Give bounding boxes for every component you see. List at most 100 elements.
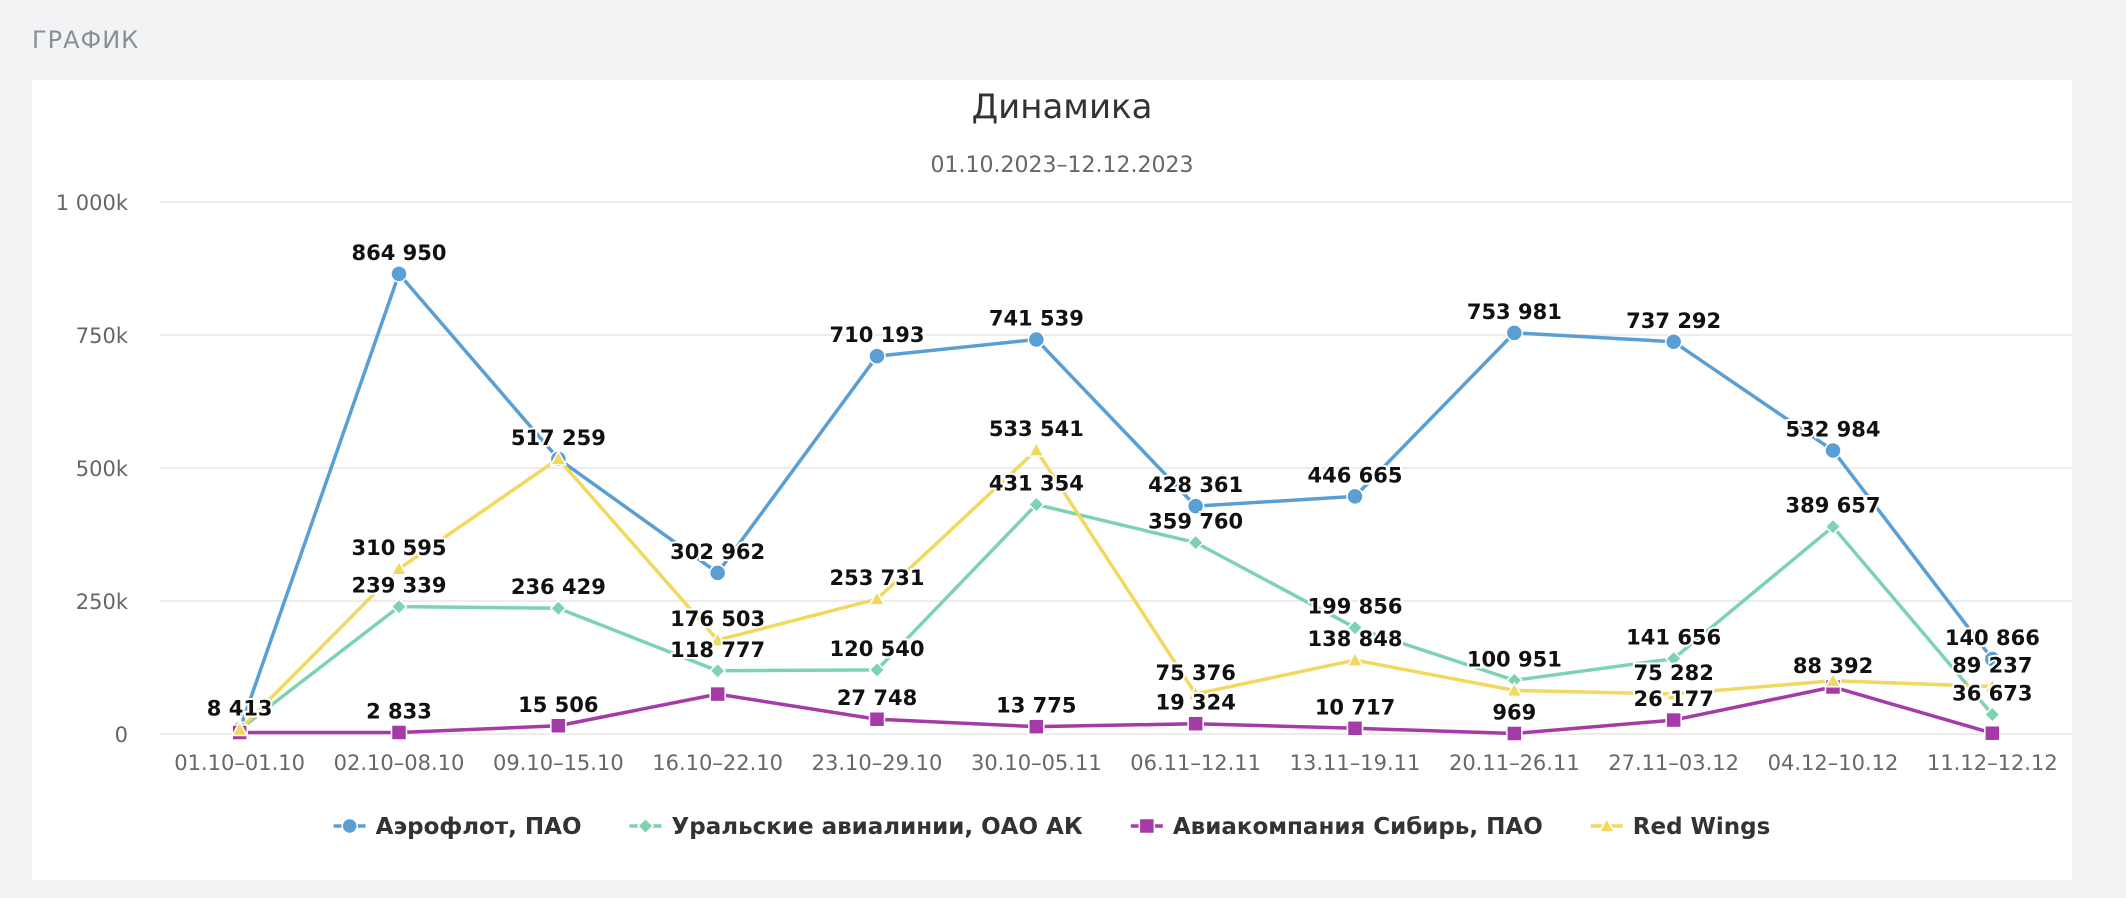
data-point (709, 685, 726, 703)
data-label: 446 665 (1308, 463, 1403, 487)
data-label: 199 856 (1308, 595, 1403, 619)
data-label: 36 673 (1952, 681, 2032, 705)
data-point (1027, 330, 1046, 349)
data-label: 8 413 (207, 697, 273, 721)
x-tick-label: 04.12–10.12 (1768, 751, 1899, 775)
x-tick-label: 27.11–03.12 (1608, 751, 1739, 775)
data-point (1824, 671, 1842, 688)
x-tick-label: 01.10–01.10 (174, 751, 305, 775)
y-tick-label: 750k (76, 324, 129, 348)
legend-item[interactable]: Уральские авиалинии, ОАО АК (629, 814, 1083, 840)
data-label: 302 962 (670, 540, 765, 564)
data-label: 27 748 (837, 686, 917, 710)
chart-card: Динамика 01.10.2023–12.12.2023 0 250k 500k… (32, 80, 2072, 880)
data-point (1505, 681, 1524, 698)
chart-subtitle: 01.10.2023–12.12.2023 (931, 153, 1194, 178)
data-label: 864 950 (352, 241, 447, 265)
data-label: 532 984 (1786, 417, 1881, 441)
x-tick-label: 11.12–12.12 (1927, 751, 2058, 775)
data-label: 239 339 (352, 574, 447, 598)
data-label: 2 833 (366, 699, 432, 723)
data-label: 236 429 (511, 575, 606, 599)
series-line (239, 685, 1993, 736)
data-point (709, 662, 727, 680)
data-point (1187, 534, 1205, 552)
y-tick-label: 1 000k (56, 191, 129, 215)
data-point (1664, 333, 1683, 351)
data-point (1665, 650, 1683, 668)
legend-item[interactable]: Red Wings (1590, 814, 1771, 840)
data-point (550, 717, 567, 735)
data-point (1186, 497, 1205, 515)
data-label: 120 540 (830, 637, 925, 661)
legend-item[interactable]: Аэрофлот, ПАО (333, 814, 582, 840)
x-tick-label: 02.10–08.10 (334, 751, 465, 775)
series-markers (230, 265, 2002, 742)
series-lines (238, 272, 1994, 736)
data-point (1187, 715, 1204, 732)
x-tick-label: 16.10–22.10 (652, 751, 783, 775)
data-point (1505, 324, 1524, 342)
legend-label: Red Wings (1633, 814, 1771, 840)
x-tick-label: 13.11–19.11 (1290, 751, 1421, 775)
data-point (1664, 684, 1683, 701)
data-point (1186, 684, 1205, 701)
data-point (1983, 705, 2001, 724)
data-label: 428 361 (1148, 473, 1243, 497)
data-label: 517 259 (511, 426, 606, 450)
data-point (390, 265, 408, 283)
data-point (868, 589, 886, 606)
data-label: 753 981 (1467, 300, 1562, 324)
data-point (1027, 441, 1046, 457)
legend-marker (636, 817, 655, 835)
series-line (238, 448, 1993, 731)
data-label: 88 392 (1793, 654, 1873, 678)
data-point (708, 631, 727, 647)
legend-label: Уральские авиалинии, ОАО АК (672, 814, 1083, 840)
legend-marker (1138, 817, 1156, 835)
line-chart: Динамика 01.10.2023–12.12.2023 0 250k 500k… (56, 87, 2072, 840)
y-tick-label: 250k (76, 590, 129, 614)
data-point (1984, 724, 2001, 742)
data-point (1983, 650, 2002, 668)
data-point (1346, 651, 1364, 667)
y-axis: 0 250k 500k 750k 1 000k (56, 191, 129, 747)
data-label: 431 354 (989, 472, 1084, 496)
x-tick-label: 09.10–15.10 (493, 751, 624, 775)
data-label: 176 503 (670, 607, 765, 631)
legend: Аэрофлот, ПАО Уральские авиалинии, ОАО АК… (333, 814, 1771, 840)
data-point (868, 347, 886, 365)
x-tick-label: 06.11–12.11 (1130, 751, 1261, 775)
data-label: 969 (1492, 700, 1536, 724)
data-label: 359 760 (1148, 510, 1243, 534)
legend-label: Авиакомпания Сибирь, ПАО (1173, 814, 1543, 840)
data-label: 75 376 (1155, 661, 1235, 685)
series-line (238, 272, 1994, 731)
data-labels: 864 950 302 962 710 193 741 539 428 361 446 6… (205, 239, 2042, 727)
data-label: 389 657 (1786, 494, 1881, 518)
data-label: 141 656 (1626, 626, 1721, 650)
series-line (238, 502, 1994, 731)
data-point (708, 564, 727, 582)
data-label: 710 193 (830, 323, 925, 347)
x-tick-label: 20.11–26.11 (1449, 751, 1580, 775)
data-label: 118 777 (670, 638, 765, 662)
grid-lines (160, 201, 2072, 735)
data-label: 10 717 (1315, 695, 1395, 719)
data-label: 89 237 (1952, 654, 2032, 678)
data-point (1346, 619, 1364, 637)
data-point (390, 598, 408, 616)
x-tick-label: 23.10–29.10 (812, 751, 943, 775)
data-point (549, 599, 567, 617)
data-point (390, 724, 408, 741)
data-point (549, 449, 568, 466)
data-label: 741 539 (989, 307, 1084, 331)
data-label: 15 506 (518, 693, 598, 717)
data-point (1346, 720, 1364, 737)
legend-marker (341, 817, 358, 835)
data-label: 253 731 (830, 566, 925, 590)
data-label: 533 541 (989, 417, 1084, 441)
legend-item[interactable]: Авиакомпания Сибирь, ПАО (1130, 814, 1543, 840)
data-label: 138 848 (1308, 627, 1403, 651)
y-tick-label: 500k (76, 457, 129, 481)
